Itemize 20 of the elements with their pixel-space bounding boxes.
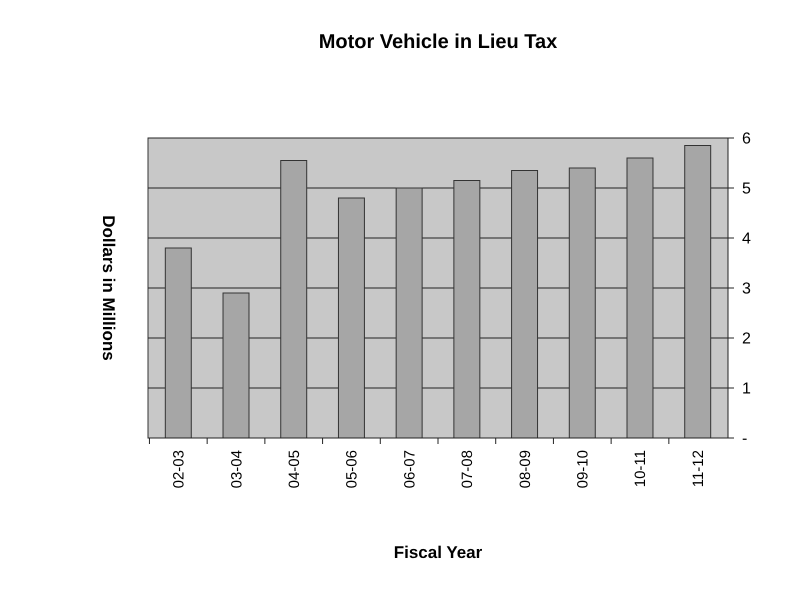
x-tick-label: 02-03: [170, 450, 188, 488]
x-tick-label: 05-06: [344, 450, 361, 488]
x-tick-label: 04-05: [286, 450, 303, 488]
y-tick-label: 1: [742, 380, 751, 398]
x-tick-label: 03-04: [228, 450, 246, 488]
x-tick-label: 08-09: [516, 450, 534, 488]
y-tick-label: 5: [742, 180, 751, 198]
x-tick-label: 09-10: [574, 450, 592, 488]
y-tick-label: 6: [742, 130, 751, 148]
y-tick-label: -: [742, 430, 748, 448]
y-tick-label: 2: [742, 330, 751, 348]
x-axis-title: Fiscal Year: [394, 543, 483, 562]
y-axis-title: Dollars in Millions: [99, 215, 118, 361]
x-tick-label: 06-07: [401, 450, 418, 488]
y-tick-label: 3: [742, 280, 751, 298]
x-tick-label: 11-12: [690, 450, 707, 488]
chart-title: Motor Vehicle in Lieu Tax: [318, 31, 558, 53]
x-tick-label: 10-11: [632, 450, 650, 488]
y-tick-label: 4: [742, 230, 751, 248]
x-tick-label: 07-08: [459, 450, 476, 488]
